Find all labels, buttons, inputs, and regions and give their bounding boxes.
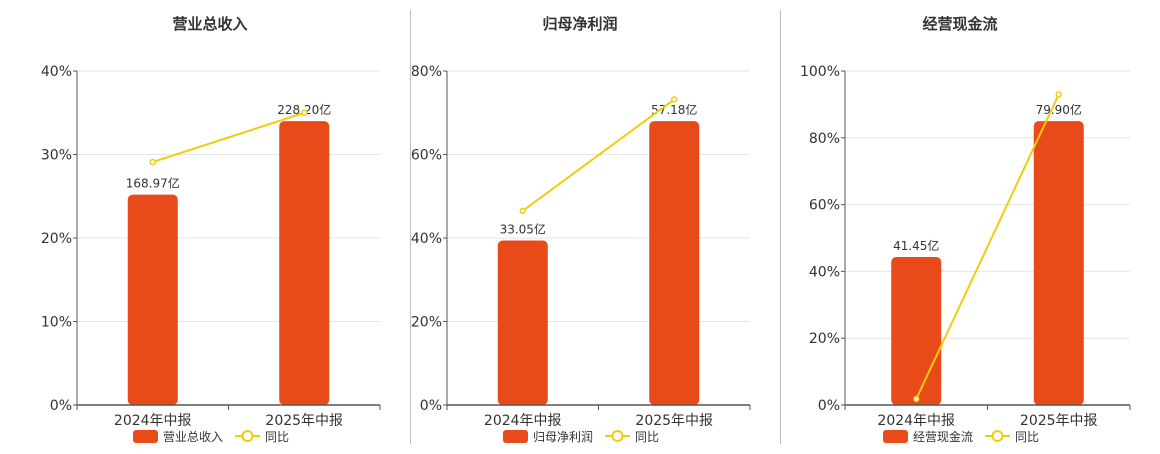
bar-label: 168.97亿 xyxy=(126,176,180,191)
legend-label[interactable]: 同比 xyxy=(1015,430,1039,444)
bar-label: 41.45亿 xyxy=(893,238,939,253)
bar-label: 57.18亿 xyxy=(651,102,697,117)
legend-marker xyxy=(991,430,1004,442)
yoy-point xyxy=(913,395,920,403)
bar xyxy=(497,240,548,405)
yoy-point xyxy=(671,96,678,103)
x-tick-label: 2024年中报 xyxy=(114,413,192,429)
yoy-line xyxy=(522,98,675,212)
y-tick-label: 0% xyxy=(50,398,72,414)
y-tick-label: 20% xyxy=(809,331,840,347)
legend-marker xyxy=(241,430,254,442)
y-tick-label: 30% xyxy=(41,148,72,164)
chart-panel-net-profit: 归母净利润 0% 20% 40% 60% 80% 33.05亿 57.18亿 2024年中报 20… xyxy=(411,0,780,450)
y-tick-label: 0% xyxy=(420,398,442,414)
bar xyxy=(127,194,178,405)
y-tick-label: 40% xyxy=(809,264,840,280)
y-tick-label: 80% xyxy=(809,131,840,147)
chart-title: 归母净利润 xyxy=(542,15,617,33)
legend-swatch-bar[interactable] xyxy=(133,430,158,443)
legend-label[interactable]: 经营现金流 xyxy=(913,429,973,444)
y-tick-label: 0% xyxy=(818,398,840,414)
y-tick-label: 100% xyxy=(800,64,840,80)
y-tick-label: 60% xyxy=(411,148,442,164)
x-tick-label: 2025年中报 xyxy=(265,413,343,429)
legend-marker xyxy=(611,430,624,442)
chart-svg: 归母净利润 0% 20% 40% 60% 80% 33.05亿 57.18亿 2024年中报 20… xyxy=(411,15,751,444)
bar xyxy=(649,121,700,405)
chart-title: 经营现金流 xyxy=(922,15,997,33)
y-tick-label: 20% xyxy=(41,231,72,247)
y-tick-label: 20% xyxy=(411,315,442,331)
y-tick-label: 80% xyxy=(411,64,442,80)
yoy-point xyxy=(519,207,526,215)
chart-svg: 营业总收入0%10%20%30%40%168.97亿228.20亿2024年中报… xyxy=(41,15,381,444)
yoy-point xyxy=(149,158,156,166)
yoy-point xyxy=(1055,91,1062,98)
bar xyxy=(891,257,942,405)
legend-swatch-bar[interactable] xyxy=(883,430,908,443)
legend-label[interactable]: 营业总收入 xyxy=(163,430,223,444)
bar xyxy=(279,121,330,405)
yoy-line xyxy=(915,93,1060,400)
y-tick-label: 60% xyxy=(809,198,840,214)
panel-divider xyxy=(780,10,781,444)
y-tick-label: 40% xyxy=(41,64,72,80)
y-tick-label: 10% xyxy=(41,315,72,331)
x-tick-label: 2025年中报 xyxy=(1020,413,1098,429)
chart-panel-revenue: 营业总收入0%10%20%30%40%168.97亿228.20亿2024年中报… xyxy=(0,0,410,450)
chart-title: 营业总收入 xyxy=(172,15,247,33)
chart-svg: 经营现金流 0% 20% 40% 60% 80% 100% 41.45亿 79.90亿 2024年… xyxy=(800,15,1131,444)
legend-label[interactable]: 同比 xyxy=(265,430,289,444)
panel-divider xyxy=(410,10,411,444)
x-tick-label: 2024年中报 xyxy=(484,413,562,429)
bar xyxy=(1033,121,1084,405)
bar-label: 79.90亿 xyxy=(1036,102,1082,117)
x-tick-label: 2025年中报 xyxy=(635,413,713,429)
x-tick-label: 2024年中报 xyxy=(877,413,955,429)
yoy-line xyxy=(152,111,305,163)
legend-label[interactable]: 同比 xyxy=(635,430,659,444)
legend-swatch-bar[interactable] xyxy=(503,430,528,443)
legend-label[interactable]: 归母净利润 xyxy=(533,430,593,444)
bar-label: 33.05亿 xyxy=(500,222,546,237)
chart-panel-cash-flow: 经营现金流 0% 20% 40% 60% 80% 100% 41.45亿 79.90亿 2024年… xyxy=(781,0,1160,450)
yoy-point xyxy=(301,109,308,116)
y-tick-label: 40% xyxy=(411,231,442,247)
